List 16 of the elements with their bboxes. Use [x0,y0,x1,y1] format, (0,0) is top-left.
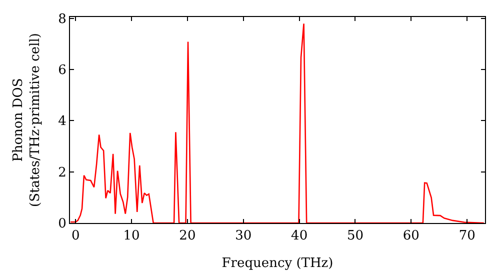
y-axis-title: Phonon DOS (States/THz·primitive cell) [11,32,44,208]
y-tick-label: 4 [58,114,66,130]
x-tick-label: 10 [123,228,140,244]
x-tick-label: 0 [71,228,80,244]
x-tick-label: 30 [235,228,252,244]
x-axis-title: Frequency (THz) [222,256,334,272]
line-series [70,23,485,223]
y-tick-label: 6 [58,63,66,78]
x-tick-label: 70 [458,228,476,244]
x-tick-label: 20 [179,228,196,244]
y-tick-label: 2 [58,165,66,180]
x-tick-label: 50 [346,228,364,244]
y-tick-label: 0 [58,216,66,232]
x-tick-label: 60 [402,228,420,244]
y-tick-label: 8 [58,12,66,27]
x-tick-label: 40 [291,228,308,244]
